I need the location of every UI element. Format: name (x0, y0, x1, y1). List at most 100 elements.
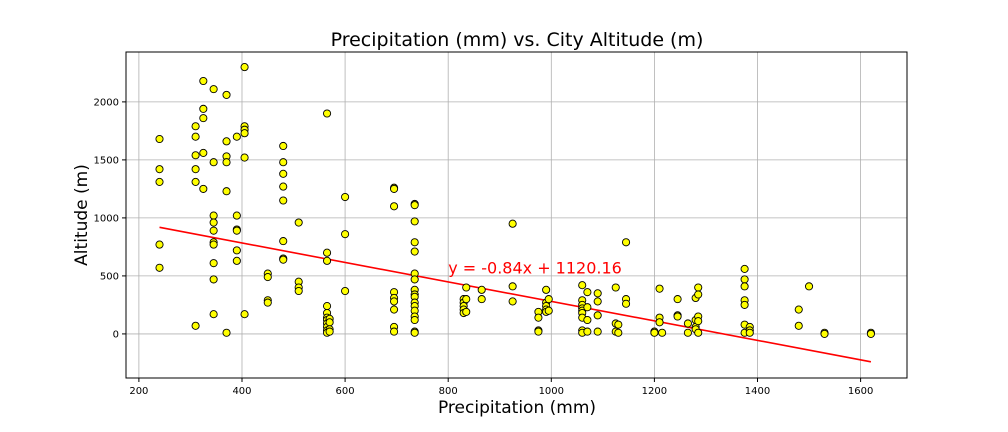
data-point (191, 321, 200, 330)
data-point (222, 90, 231, 99)
data-point (209, 218, 218, 227)
data-point (611, 283, 620, 292)
data-point (279, 255, 288, 264)
data-point (694, 328, 703, 337)
data-point (805, 282, 814, 291)
data-point (593, 289, 602, 298)
data-point (477, 295, 486, 304)
data-point (279, 182, 288, 191)
data-point (683, 328, 692, 337)
data-point (410, 275, 419, 284)
data-point (462, 283, 471, 292)
data-point (583, 315, 592, 325)
y-tick-label: 0 (113, 329, 119, 340)
data-point (240, 310, 249, 319)
y-tick-label: 1000 (94, 213, 119, 224)
data-point (155, 165, 164, 174)
data-point (740, 264, 749, 273)
data-point (583, 327, 592, 336)
data-point (341, 286, 350, 296)
data-point (222, 187, 231, 196)
data-point (694, 317, 703, 326)
data-point (279, 237, 288, 246)
data-point (694, 290, 703, 299)
data-point (191, 132, 200, 141)
data-point (410, 201, 419, 210)
data-point (655, 284, 664, 293)
data-point (209, 275, 218, 284)
data-point (155, 240, 164, 249)
data-point (322, 248, 332, 257)
data-point (209, 240, 218, 249)
data-point (209, 85, 218, 94)
data-point (263, 273, 272, 282)
data-point (740, 275, 749, 284)
data-point (294, 218, 303, 227)
grid-lines (126, 52, 907, 378)
x-tick-label: 1200 (642, 386, 667, 397)
x-axis-label: Precipitation (mm) (438, 398, 596, 418)
data-point (658, 328, 667, 337)
data-point (279, 141, 288, 151)
data-point (199, 148, 208, 157)
y-tick-label: 2000 (94, 97, 119, 108)
data-point (544, 306, 553, 315)
data-point (263, 298, 272, 307)
data-point (410, 217, 419, 226)
chart-title: Precipitation (mm) vs. City Altitude (m) (331, 29, 704, 51)
data-point (325, 327, 334, 336)
data-point (740, 300, 749, 309)
x-axis-ticks: 200 400 600 800 1000 1200 1400 1600 (129, 378, 873, 397)
data-point (240, 129, 249, 138)
data-point (341, 230, 350, 239)
data-point (199, 114, 208, 123)
data-point (232, 211, 241, 220)
data-point (508, 282, 517, 291)
data-point (390, 202, 399, 211)
data-point (410, 315, 419, 325)
regression-equation: y = -0.84x + 1120.16 (448, 259, 622, 278)
data-point (410, 247, 419, 256)
y-tick-label: 500 (100, 271, 119, 282)
data-point (155, 134, 164, 144)
data-point (322, 256, 332, 265)
regression-line (159, 226, 872, 363)
data-point (390, 297, 399, 306)
data-point (578, 281, 587, 290)
data-point (325, 318, 334, 327)
data-point (191, 122, 200, 131)
data-point (410, 328, 419, 337)
data-point (294, 286, 303, 296)
data-point (745, 328, 754, 337)
data-point (390, 327, 399, 336)
data-point (390, 305, 399, 314)
data-point (593, 297, 602, 306)
data-point (240, 153, 249, 162)
data-point (462, 295, 471, 304)
data-point (191, 177, 200, 186)
data-point (621, 299, 631, 308)
data-point (322, 302, 332, 311)
data-point (222, 158, 231, 167)
data-point (508, 219, 517, 228)
x-tick-label: 400 (232, 386, 251, 397)
data-point (209, 211, 218, 220)
data-point (583, 303, 592, 312)
data-point (534, 327, 543, 336)
data-point (583, 288, 592, 297)
regression-line-group (159, 226, 872, 363)
data-point (222, 328, 231, 337)
data-point (542, 285, 551, 294)
data-point (222, 137, 231, 146)
data-point (209, 158, 218, 167)
data-point (232, 132, 241, 141)
data-point (683, 319, 692, 328)
data-point (534, 313, 543, 322)
data-point (155, 177, 164, 186)
data-point (232, 256, 241, 265)
plot-frame (125, 51, 908, 379)
data-point (740, 282, 749, 291)
data-points (155, 63, 875, 338)
x-tick-label: 1400 (745, 386, 770, 397)
data-point (390, 184, 399, 193)
